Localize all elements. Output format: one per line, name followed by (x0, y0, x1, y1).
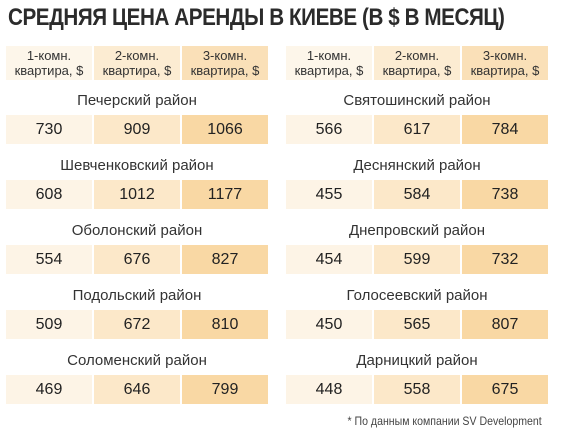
price-cell: 784 (462, 115, 548, 144)
column-header: 3-комн. квартира, $ (462, 46, 548, 80)
price-cell: 807 (462, 310, 548, 339)
price-cell: 554 (6, 245, 92, 274)
price-cell: 799 (182, 375, 268, 404)
price-cell: 455 (286, 180, 372, 209)
price-cell: 675 (462, 375, 548, 404)
price-cell: 469 (6, 375, 92, 404)
district-name: Святошинский район (343, 92, 491, 109)
column-header: 3-комн. квартира, $ (182, 46, 268, 80)
price-cell: 732 (462, 245, 548, 274)
price-cell: 617 (374, 115, 460, 144)
price-cell: 566 (286, 115, 372, 144)
price-cell: 584 (374, 180, 460, 209)
district-name: Днепровский район (348, 222, 486, 239)
price-cell: 1177 (182, 180, 268, 209)
price-cell: 738 (462, 180, 548, 209)
column-header: 1-комн. квартира, $ (286, 46, 372, 80)
column-header: 2-комн. квартира, $ (374, 46, 460, 80)
district-name: Деснянский район (353, 157, 481, 174)
price-cell: 827 (182, 245, 268, 274)
district-name: Соломенский район (67, 352, 207, 369)
price-cell: 1066 (182, 115, 268, 144)
price-cell: 454 (286, 245, 372, 274)
price-cell: 599 (374, 245, 460, 274)
price-cell: 565 (374, 310, 460, 339)
district-name: Шевченковский район (60, 157, 214, 174)
price-cell: 909 (94, 115, 180, 144)
district-name: Оболонский район (71, 222, 203, 239)
footnote: * По данным компании SV Development (347, 414, 542, 428)
district-name: Печерский район (77, 92, 197, 109)
column-header: 1-комн. квартира, $ (6, 46, 92, 80)
price-cell: 450 (286, 310, 372, 339)
price-cell: 676 (94, 245, 180, 274)
price-cell: 672 (94, 310, 180, 339)
price-cell: 448 (286, 375, 372, 404)
price-cell: 608 (6, 180, 92, 209)
district-name: Подольский район (72, 287, 202, 304)
price-cell: 646 (94, 375, 180, 404)
price-cell: 558 (374, 375, 460, 404)
price-cell: 509 (6, 310, 92, 339)
price-cell: 810 (182, 310, 268, 339)
price-cell: 730 (6, 115, 92, 144)
column-header: 2-комн. квартира, $ (94, 46, 180, 80)
price-cell: 1012 (94, 180, 180, 209)
title: СРЕДНЯЯ ЦЕНА АРЕНДЫ В КИЕВЕ (В $ В МЕСЯЦ… (8, 4, 505, 31)
district-name: Дарницкий район (356, 352, 478, 369)
district-name: Голосеевский район (346, 287, 488, 304)
